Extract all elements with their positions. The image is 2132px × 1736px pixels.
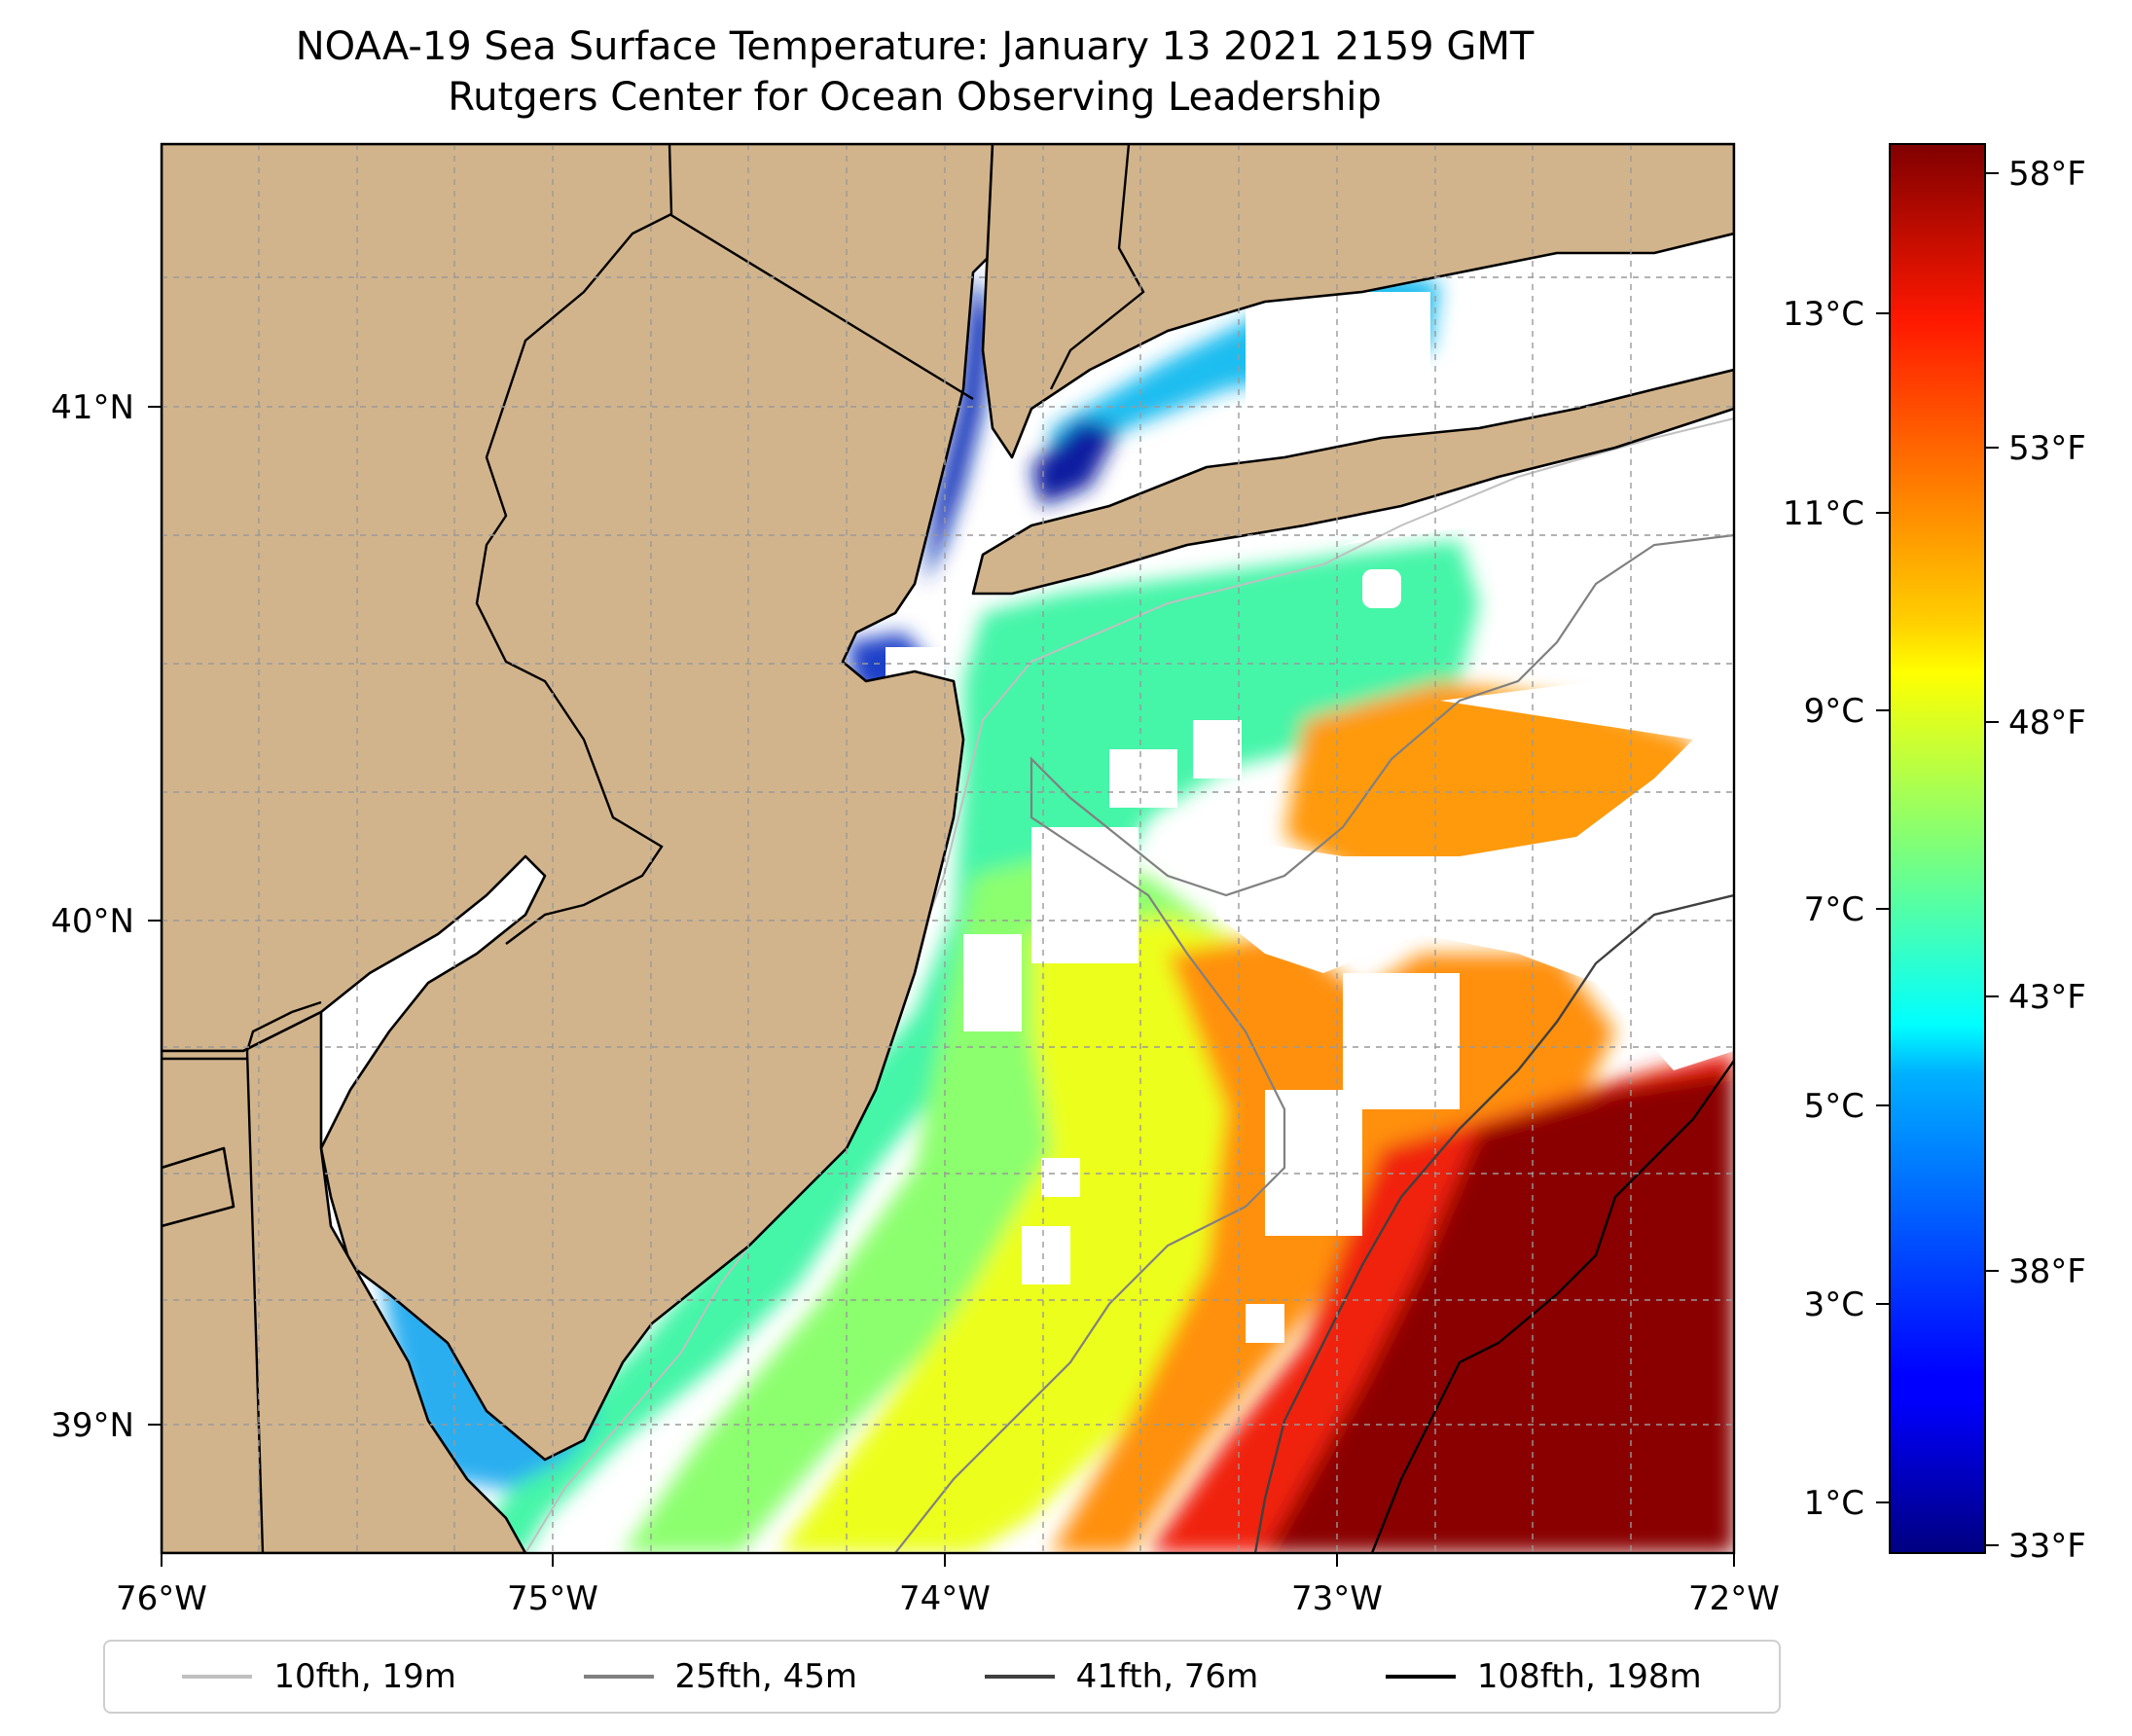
lat-tick-label: 40°N — [51, 902, 134, 941]
celsius-label: 5°C — [1804, 1087, 1864, 1126]
legend-label: 25fth, 45m — [674, 1657, 858, 1696]
title-line-2: Rutgers Center for Ocean Observing Leade… — [448, 75, 1382, 120]
celsius-label: 1°C — [1804, 1484, 1864, 1523]
border-ny-ct — [1049, 144, 1145, 390]
lon-tick-label: 76°W — [116, 1579, 207, 1618]
sst-darkred-zone — [1265, 1070, 1734, 1553]
border-de-pa-arc — [245, 1000, 322, 1052]
colorbar: 13°C 11°C 9°C 7°C 5°C 3°C 1°C 58°F 53°F … — [1783, 143, 2086, 1566]
celsius-label: 9°C — [1804, 692, 1864, 731]
border-de-md — [245, 1050, 265, 1553]
fahrenheit-label: 58°F — [2008, 155, 2086, 194]
isobath-legend: 10fth, 19m 25fth, 45m 41fth, 76m 108fth,… — [103, 1640, 1781, 1714]
celsius-label: 3°C — [1804, 1285, 1864, 1324]
legend-label: 10fth, 19m — [273, 1657, 456, 1696]
fahrenheit-label: 33°F — [2008, 1527, 2086, 1566]
cloud-gap-12 — [1246, 292, 1430, 409]
cloud-gap-9 — [1022, 1226, 1070, 1284]
isobath-25fth — [894, 533, 1734, 1553]
sst-hudson — [924, 272, 993, 584]
title-line-1: NOAA-19 Sea Surface Temperature: January… — [295, 24, 1535, 69]
legend-entry-108fth: 108fth, 198m — [1385, 1657, 1702, 1696]
graticule — [162, 144, 1734, 1553]
celsius-label: 7°C — [1804, 890, 1864, 929]
legend-entry-10fth: 10fth, 19m — [182, 1657, 456, 1696]
lon-tick-label: 73°W — [1291, 1579, 1383, 1618]
cloud-gap-1 — [1343, 973, 1460, 1109]
map-area — [162, 144, 1734, 1553]
isobath-10fth — [524, 417, 1734, 1553]
colorbar-ticks — [1876, 172, 1999, 1546]
cloud-gap-3 — [1031, 827, 1138, 963]
isobaths — [524, 417, 1734, 1553]
legend-line-light-gray — [182, 1675, 253, 1679]
legend-entry-25fth: 25fth, 45m — [583, 1657, 858, 1696]
map-frame — [160, 142, 1736, 1555]
sst-orange-central — [1051, 934, 1615, 1553]
land-masses — [162, 144, 1734, 1553]
fahrenheit-label: 43°F — [2008, 978, 2086, 1017]
chart-title: NOAA-19 Sea Surface Temperature: January… — [0, 21, 1829, 123]
celsius-label: 11°C — [1783, 494, 1864, 533]
legend-entry-41fth: 41fth, 76m — [984, 1657, 1259, 1696]
cloud-gap-8 — [1041, 1158, 1080, 1197]
cloud-gap-6 — [1193, 720, 1242, 778]
legend-line-dark-gray — [984, 1675, 1055, 1679]
fahrenheit-label: 38°F — [2008, 1252, 2086, 1291]
colorbar-gradient — [1889, 143, 1986, 1554]
axis-ticks — [148, 406, 1735, 1567]
cloud-gap-7 — [1362, 569, 1401, 608]
border-nj-pa — [475, 144, 673, 945]
cloud-gap-4 — [963, 934, 1022, 1031]
no-data-northeast — [1343, 144, 1734, 603]
cloud-gap-10 — [1246, 1304, 1284, 1343]
fahrenheit-label: 53°F — [2008, 429, 2086, 468]
legend-line-gray — [583, 1675, 654, 1679]
no-data-east — [1216, 662, 1734, 1070]
land-new-jersey-pennsylvania — [162, 144, 994, 1462]
fahrenheit-label: 48°F — [2008, 704, 2086, 742]
isobath-108fth — [1370, 1060, 1734, 1553]
cloud-gap-2 — [1265, 1090, 1362, 1236]
axis-labels: 76°W 75°W 74°W 73°W 72°W 41°N 40°N 39°N — [51, 388, 1780, 1618]
celsius-label: 13°C — [1783, 295, 1864, 334]
land-connecticut — [981, 144, 1734, 459]
border-nj-ny — [669, 212, 974, 401]
isobath-41fth — [1253, 893, 1734, 1553]
state-borders — [162, 144, 1145, 1553]
land-maryland — [162, 1146, 235, 1228]
legend-label: 108fth, 198m — [1476, 1657, 1702, 1696]
legend-label: 41fth, 76m — [1075, 1657, 1259, 1696]
land-long-island — [971, 368, 1734, 596]
lon-tick-label: 75°W — [507, 1579, 598, 1618]
lat-tick-label: 39°N — [51, 1406, 134, 1445]
legend-line-black — [1385, 1675, 1456, 1679]
sst-li-sound-west — [1031, 418, 1119, 506]
land-delaware — [162, 1010, 527, 1553]
lon-tick-label: 72°W — [1688, 1579, 1780, 1618]
lat-tick-label: 41°N — [51, 388, 134, 427]
cloud-gap-5 — [1109, 749, 1177, 808]
cloud-gaps — [885, 144, 1734, 1343]
lon-tick-label: 74°W — [899, 1579, 991, 1618]
